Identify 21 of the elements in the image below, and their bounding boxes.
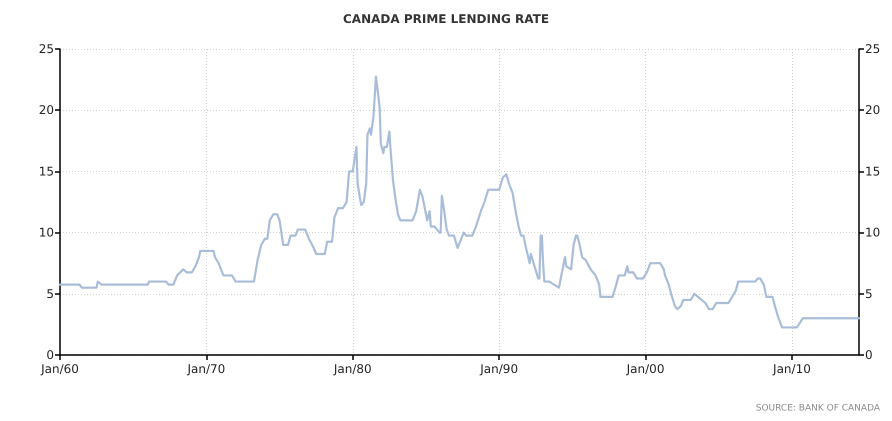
line-series [58, 75, 860, 329]
chart-title: CANADA PRIME LENDING RATE [342, 12, 550, 26]
x-tick-label: Jan/70 [186, 362, 226, 376]
y-tick-label: 10 [38, 226, 54, 240]
x-tick-label: Jan/90 [479, 362, 518, 376]
y-tick-label: 0 [46, 348, 54, 362]
y2-tick-label: 0 [865, 348, 873, 362]
x-tick-label: Jan/10 [772, 362, 811, 376]
y2-tick-label: 10 [865, 226, 880, 240]
x-tick-label: Jan/60 [40, 362, 79, 376]
y-tick-label: 15 [38, 164, 54, 178]
x-tick-label: Jan/80 [332, 362, 372, 376]
y2-tick-label: 15 [865, 164, 880, 178]
y-tick-label: 20 [38, 103, 54, 118]
y-tick-label: 5 [46, 286, 54, 301]
y2-tick-label: 5 [865, 286, 873, 301]
y-tick-label: 25 [38, 42, 54, 56]
y2-tick-label: 25 [865, 42, 880, 56]
source-note: SOURCE: BANK OF CANADA [756, 404, 881, 414]
x-tick-label: Jan/00 [626, 362, 664, 376]
y2-tick-label: 20 [865, 103, 880, 118]
